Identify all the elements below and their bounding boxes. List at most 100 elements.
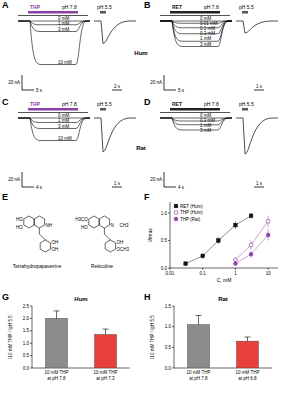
label-line: 10 mM THP [187, 370, 211, 375]
trace-group [18, 21, 136, 65]
trace-group [160, 118, 278, 154]
condition-label: pH 7.8 [62, 4, 77, 10]
data-point [217, 239, 221, 243]
condition-bar [18, 15, 88, 16]
y-tick [168, 268, 170, 269]
label-line: at pH 7.3 [96, 376, 115, 381]
current-trace [160, 118, 232, 121]
error-bar-cap [54, 310, 60, 311]
current-trace [160, 118, 232, 130]
y-axis-label: I/Imax [147, 228, 153, 242]
y-axis-label: I10 mM THP / IpH 5.5 [8, 315, 13, 359]
drug-label: RET [172, 4, 182, 10]
drug-label: RET [172, 101, 182, 107]
current-trace [160, 21, 232, 47]
time-scale-bar [22, 90, 34, 91]
trace-label: 3 mM [200, 42, 212, 47]
molecule-name: Tetrahydropapaverine [13, 263, 62, 269]
y-tick-label: 1.0 [165, 324, 172, 329]
y-tick-label: 1.5 [23, 328, 30, 333]
error-bar [103, 329, 109, 334]
atom-label: NH [46, 223, 53, 228]
current-trace [160, 21, 232, 28]
test-label: pH 5.5 [239, 101, 254, 107]
scale-label: 1 s [256, 84, 263, 89]
trace-label: 0.3 mM [200, 31, 215, 36]
data-point [266, 219, 270, 223]
atom-label: CH3 [120, 223, 129, 228]
trace-label: 1 mM [58, 118, 70, 123]
scale-label: 5 s [178, 88, 185, 93]
test-bar [100, 108, 106, 111]
ring [24, 216, 34, 228]
atom-label: HO [81, 225, 88, 230]
y-tick [168, 213, 170, 214]
y-tick-label: 0.5 [161, 238, 168, 243]
y-tick-label: 1.0 [161, 211, 168, 216]
error-bar-cap [245, 337, 251, 338]
atom-label: OCH3 [117, 247, 130, 252]
y-tick [30, 318, 32, 319]
condition-bar [18, 112, 88, 113]
chart-title: Hum [74, 296, 87, 302]
current-trace [160, 118, 232, 125]
legend-marker [174, 211, 178, 215]
data-point [184, 262, 188, 266]
bar [95, 335, 117, 368]
bond [104, 234, 110, 240]
x-axis-label: C, mM [217, 277, 232, 283]
drug-bar [28, 108, 78, 111]
scale-label: 4 s [178, 185, 185, 190]
data-point [266, 233, 270, 237]
plot-area [46, 311, 117, 368]
x-tick [268, 268, 269, 270]
bar [237, 341, 259, 368]
chart-title: Rat [218, 296, 228, 302]
atom-label: OH [117, 240, 124, 245]
atom-label: HO [16, 225, 23, 230]
y-tick [30, 343, 32, 344]
test-label: pH 5.5 [97, 4, 112, 10]
x-tick-label: 10 mM THPat pH 6.8 [236, 370, 260, 381]
ring [34, 216, 44, 228]
panel-label: E [2, 192, 8, 202]
ring [99, 216, 109, 228]
x-axis [170, 268, 278, 269]
y-tick-label: 2.0 [23, 316, 30, 321]
panel-label: D [144, 97, 151, 107]
error-bar-stem [198, 316, 199, 325]
error-bar-stem [105, 329, 106, 334]
test-trace [94, 21, 136, 44]
time-scale-bar [164, 187, 176, 188]
drug-label: THP [30, 4, 41, 10]
error-bar-stem [56, 311, 57, 318]
label-line: at pH 7.8 [189, 376, 208, 381]
time-scale-bar [112, 187, 122, 188]
x-tick [202, 268, 203, 270]
x-tick-label: 10 mM THPat pH 7.3 [94, 370, 118, 381]
y-tick-label: 1.5 [165, 304, 172, 309]
row-label: Rat [136, 145, 146, 151]
test-label: pH 5.5 [97, 101, 112, 107]
test-trace [94, 118, 136, 152]
scale-label: 1 s [256, 181, 263, 186]
y-tick-label: 0.5 [165, 345, 172, 350]
data-point [201, 254, 205, 258]
x-tick-label: 0.1 [200, 271, 207, 276]
test-bar [242, 108, 248, 111]
y-tick-label: 2.5 [23, 304, 30, 309]
series-line [186, 216, 251, 264]
y-tick [30, 368, 32, 369]
series-line [235, 235, 268, 264]
scale-label: 4 s [36, 185, 43, 190]
atom-label: OH [52, 247, 59, 252]
error-bar [245, 337, 251, 341]
atom-label: OH [52, 240, 59, 245]
panel-label: H [144, 292, 151, 302]
label-line: 10 mM THP [94, 370, 118, 375]
y-tick-label: 0.0 [161, 266, 168, 271]
y-axis [170, 202, 171, 268]
data-point [234, 223, 238, 227]
error-bar [196, 316, 202, 325]
ring [89, 216, 99, 228]
